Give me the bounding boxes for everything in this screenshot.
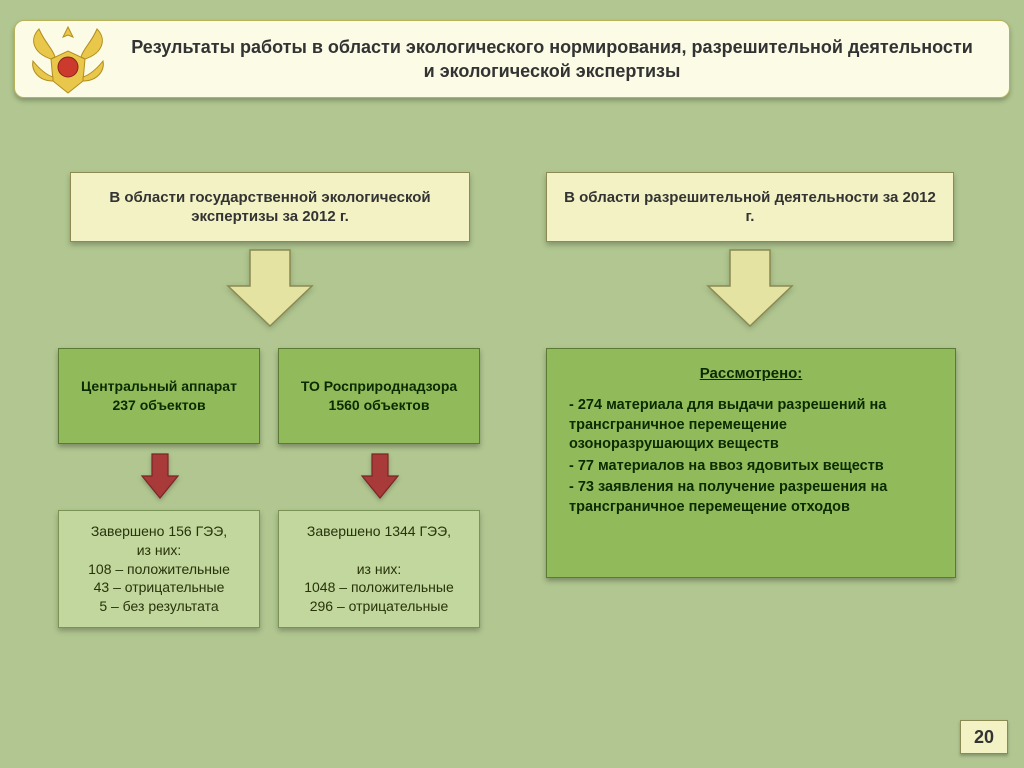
big-arrow-right — [704, 246, 796, 335]
res-b-l1: Завершено 1344 ГЭЭ, — [307, 522, 451, 541]
title-bar: Результаты работы в области экологическо… — [14, 20, 1010, 98]
page-number: 20 — [960, 720, 1008, 754]
reviewed-item-1: - 77 материалов на ввоз ядовитых веществ — [569, 457, 933, 477]
small-arrow-a — [140, 452, 180, 505]
small-arrow-b — [360, 452, 400, 505]
res-b-l2: из них: — [357, 560, 402, 579]
result-a: Завершено 156 ГЭЭ, из них: 108 – положит… — [58, 510, 260, 628]
res-a-l5: 5 – без результата — [99, 597, 218, 616]
right-header-text: В области разрешительной деятельности за… — [561, 188, 939, 227]
right-header-box: В области разрешительной деятельности за… — [546, 172, 954, 242]
left-header-text: В области государственной экологической … — [85, 188, 455, 227]
res-b-blank — [377, 541, 381, 560]
res-a-l1: Завершено 156 ГЭЭ, — [91, 522, 227, 541]
page-title: Результаты работы в области экологическо… — [125, 35, 979, 84]
reviewed-item-0: - 274 материала для выдачи разрешений на… — [569, 396, 933, 455]
left-header-box: В области государственной экологической … — [70, 172, 470, 242]
reviewed-panel: Рассмотрено: - 274 материала для выдачи … — [546, 348, 956, 578]
reviewed-title: Рассмотрено: — [569, 365, 933, 382]
central-apparatus-box: Центральный аппарат 237 объектов — [58, 348, 260, 444]
res-b-l3: 1048 – положительные — [304, 578, 454, 597]
result-b: Завершено 1344 ГЭЭ, из них: 1048 – полож… — [278, 510, 480, 628]
to-rpn-box: ТО Росприроднадзора 1560 объектов — [278, 348, 480, 444]
central-apparatus-l2: 237 объектов — [112, 396, 205, 415]
central-apparatus-l1: Центральный аппарат — [81, 377, 237, 396]
big-arrow-left — [224, 246, 316, 335]
res-a-l2: из них: — [137, 541, 182, 560]
to-rpn-l2: 1560 объектов — [329, 396, 430, 415]
emblem-icon — [23, 15, 113, 110]
page-number-value: 20 — [974, 727, 994, 748]
to-rpn-l1: ТО Росприроднадзора — [301, 377, 457, 396]
res-a-l4: 43 – отрицательные — [94, 578, 225, 597]
reviewed-item-2: - 73 заявления на получение разрешения н… — [569, 478, 933, 517]
res-a-l3: 108 – положительные — [88, 560, 230, 579]
res-b-l4: 296 – отрицательные — [310, 597, 449, 616]
